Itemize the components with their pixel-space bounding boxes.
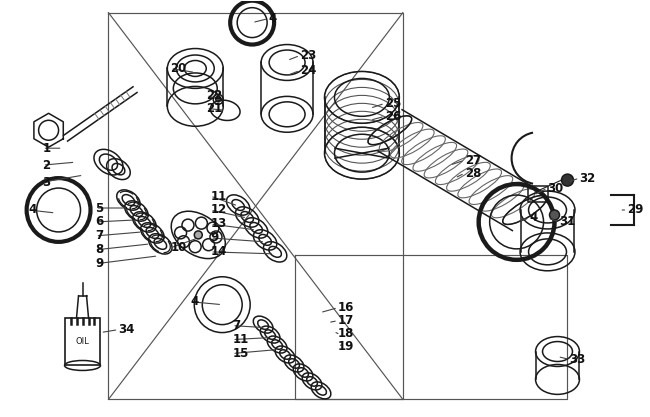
Text: 8: 8	[96, 244, 104, 256]
Text: 27: 27	[465, 153, 481, 167]
Text: 25: 25	[385, 97, 401, 110]
Text: 24: 24	[300, 64, 317, 77]
Text: 32: 32	[579, 172, 595, 185]
Text: 10: 10	[170, 241, 187, 254]
Text: 5: 5	[96, 201, 104, 214]
Text: 17: 17	[338, 314, 354, 327]
Circle shape	[216, 97, 221, 102]
Text: 4: 4	[530, 211, 538, 224]
Circle shape	[194, 231, 202, 239]
Text: 28: 28	[465, 167, 481, 180]
Text: 6: 6	[96, 216, 104, 229]
Text: 9: 9	[96, 257, 104, 270]
Text: 11: 11	[210, 190, 226, 203]
Text: 34: 34	[118, 323, 135, 336]
Text: 16: 16	[338, 301, 354, 314]
Text: 14: 14	[210, 245, 227, 259]
Text: 1: 1	[43, 142, 51, 155]
Text: 7: 7	[96, 229, 103, 242]
Text: 4: 4	[190, 295, 198, 308]
Text: 31: 31	[560, 216, 576, 229]
Text: 11: 11	[232, 333, 248, 346]
Text: 9: 9	[210, 231, 218, 244]
Text: 2: 2	[43, 158, 51, 172]
Text: 20: 20	[170, 62, 187, 75]
Text: 18: 18	[338, 327, 354, 340]
Text: 3: 3	[43, 176, 51, 188]
Text: 4: 4	[29, 203, 37, 216]
Text: 4: 4	[268, 12, 276, 25]
Text: 26: 26	[385, 110, 401, 123]
Circle shape	[549, 210, 560, 220]
Circle shape	[562, 174, 573, 186]
Text: 19: 19	[338, 340, 354, 353]
Text: 29: 29	[627, 203, 644, 216]
Text: 21: 21	[206, 102, 222, 115]
Text: 22: 22	[206, 89, 222, 102]
Text: 7: 7	[232, 319, 240, 332]
Text: 13: 13	[210, 217, 226, 231]
Text: 33: 33	[569, 353, 586, 366]
Text: 30: 30	[547, 181, 564, 195]
Bar	[64, 318, 101, 365]
Text: 12: 12	[210, 203, 226, 216]
Text: 23: 23	[300, 49, 317, 62]
Text: 15: 15	[232, 347, 248, 360]
Text: OIL: OIL	[75, 337, 90, 346]
